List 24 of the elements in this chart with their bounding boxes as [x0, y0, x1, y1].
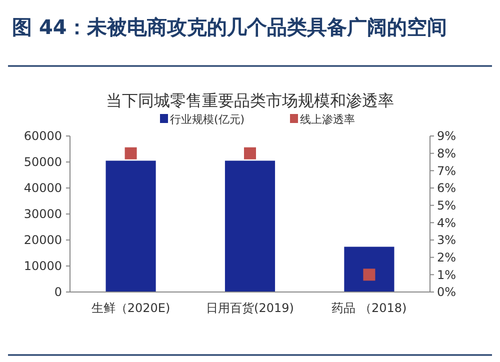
x-tick-label: 生鲜（2020E)	[91, 301, 170, 315]
y2-tick-label: 9%	[437, 129, 456, 144]
x-tick-label: 药品 （2018)	[332, 301, 407, 315]
legend-label: 行业规模(亿元)	[170, 113, 245, 126]
y2-tick-label: 3%	[437, 233, 456, 248]
y-tick-label: 0	[54, 285, 62, 300]
chart-subtitle: 当下同城零售重要品类市场规模和渗透率	[106, 91, 394, 110]
y-tick-label: 20000	[24, 233, 62, 248]
y2-tick-label: 0%	[437, 285, 456, 300]
y2-tick-label: 5%	[437, 198, 456, 213]
x-tick-label: 日用百货(2019)	[206, 301, 294, 315]
y-tick-label: 40000	[24, 181, 62, 196]
chart-title: 图 44：未被电商攻克的几个品类具备广阔的空间	[12, 15, 447, 39]
y2-tick-label: 8%	[437, 146, 456, 161]
y-tick-label: 30000	[24, 207, 62, 222]
y-tick-label: 50000	[24, 155, 62, 170]
legend-label: 线上渗透率	[300, 113, 355, 126]
y2-tick-label: 4%	[437, 216, 456, 230]
y-tick-label: 60000	[24, 129, 62, 144]
y2-tick-label: 1%	[437, 268, 456, 282]
y2-tick-label: 7%	[437, 164, 456, 178]
y-tick-label: 10000	[24, 259, 62, 274]
y2-tick-label: 2%	[437, 250, 456, 265]
y2-tick-label: 6%	[437, 181, 456, 196]
